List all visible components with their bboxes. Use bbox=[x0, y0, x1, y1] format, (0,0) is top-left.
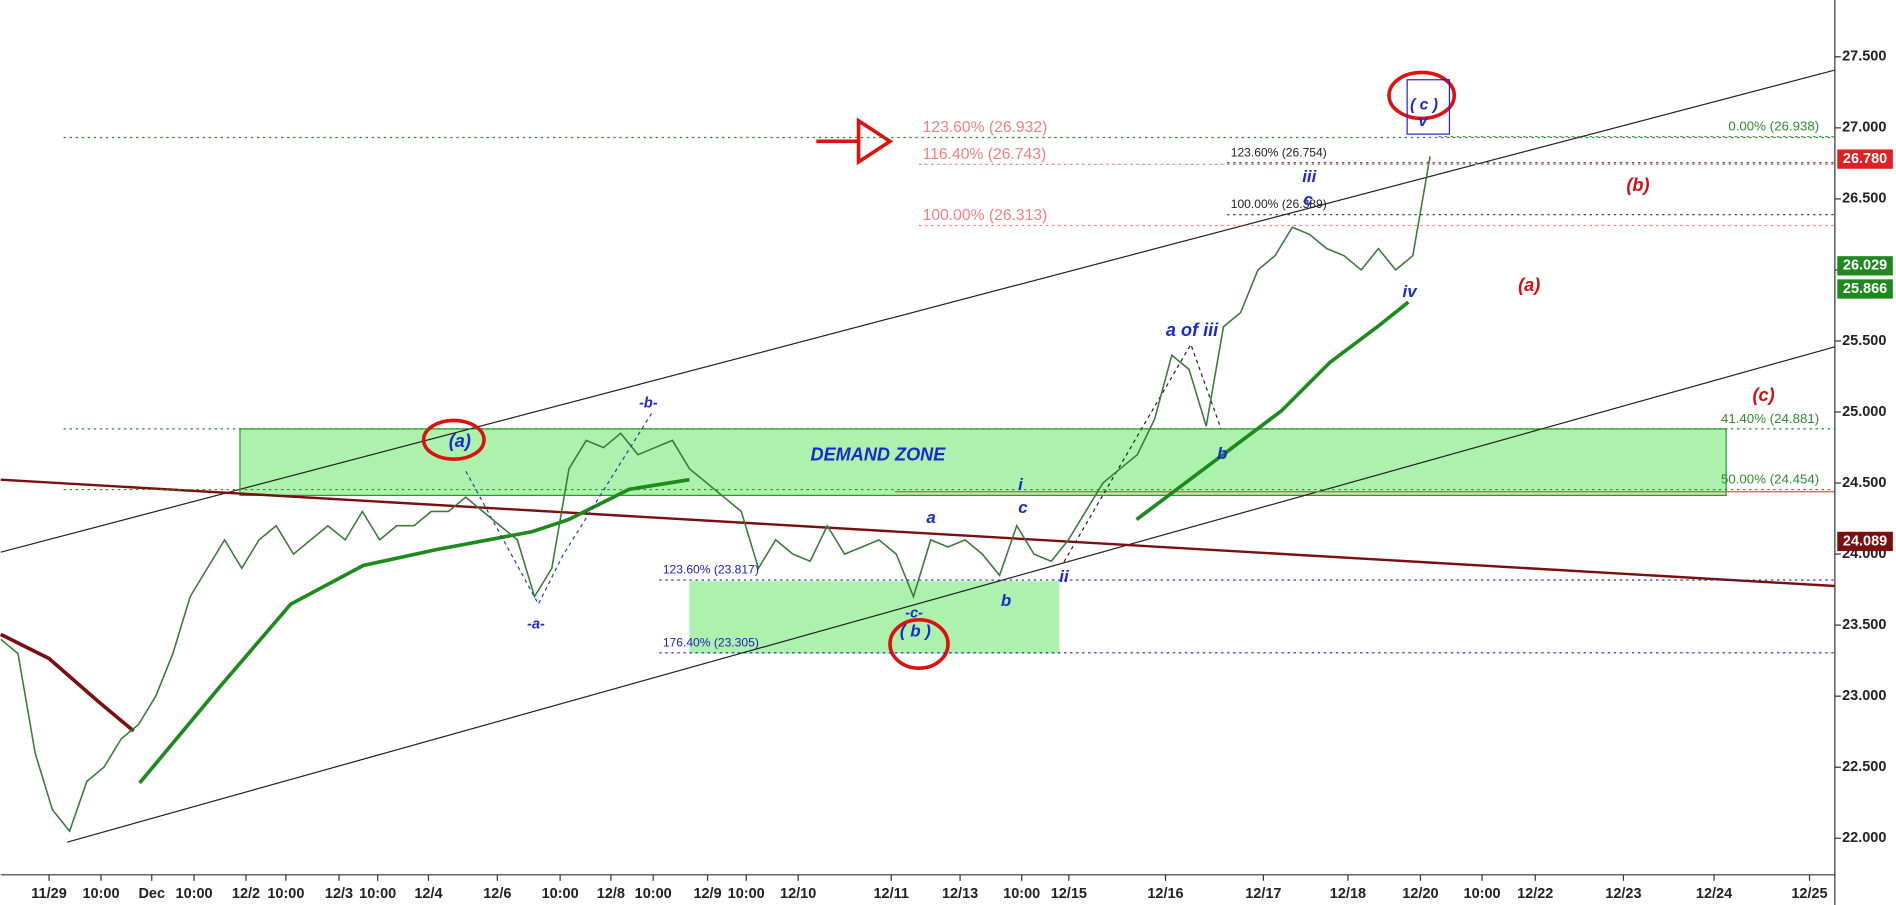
x-tick-label: 12/10 bbox=[780, 886, 816, 902]
x-tick-label: 11/29 bbox=[31, 886, 66, 902]
wave-label: c bbox=[1303, 190, 1313, 209]
fib-label: 41.40% (24.881) bbox=[1721, 411, 1819, 426]
x-tick-label: 12/13 bbox=[942, 886, 978, 902]
price-tag-label: 26.780 bbox=[1843, 151, 1887, 167]
x-tick-label: Dec bbox=[138, 886, 165, 902]
x-tick-label: 10:00 bbox=[1003, 886, 1040, 902]
x-tick-label: 10:00 bbox=[359, 886, 396, 902]
x-tick-label: 12/24 bbox=[1696, 886, 1732, 902]
wave-label: ( c ) bbox=[1410, 96, 1438, 113]
y-tick-label: 23.500 bbox=[1842, 617, 1886, 633]
wave-label: (c) bbox=[1753, 385, 1775, 405]
x-tick-label: 10:00 bbox=[728, 886, 765, 902]
y-tick-label: 26.500 bbox=[1842, 191, 1886, 207]
x-tick-label: 12/9 bbox=[693, 886, 721, 902]
target-zone bbox=[689, 581, 1060, 654]
trend-line bbox=[0, 478, 1835, 588]
price-line bbox=[0, 156, 1431, 833]
fib-label: 116.40% (26.743) bbox=[923, 146, 1047, 163]
wave-label: ii bbox=[1059, 567, 1069, 586]
x-tick-label: 12/3 bbox=[325, 886, 353, 902]
y-tick-label: 24.500 bbox=[1842, 475, 1886, 491]
wave-label: a bbox=[926, 508, 935, 527]
demand-zone bbox=[239, 428, 1727, 496]
wave-label: ( b ) bbox=[900, 621, 931, 640]
wave-label: iii bbox=[1302, 167, 1316, 186]
fib-label: 0.00% (26.938) bbox=[1728, 119, 1819, 134]
x-tick-label: 12/11 bbox=[873, 886, 908, 902]
y-tick-label: 25.500 bbox=[1842, 333, 1886, 349]
wave-label: (a) bbox=[1518, 275, 1540, 295]
fib-label: 50.00% (24.454) bbox=[1721, 471, 1819, 486]
wave-line bbox=[465, 410, 654, 606]
channel-upper bbox=[0, 69, 1836, 553]
x-tick-label: 12/18 bbox=[1330, 886, 1366, 902]
price-tag bbox=[1837, 149, 1893, 169]
wave-label: -a- bbox=[527, 617, 545, 633]
y-tick-label: 23.000 bbox=[1842, 688, 1886, 704]
fib-label: 123.60% (26.932) bbox=[923, 119, 1048, 136]
box bbox=[1406, 79, 1451, 135]
moving-average bbox=[0, 632, 135, 733]
wave-label: v bbox=[1418, 113, 1428, 130]
wave-label: b bbox=[1001, 591, 1011, 610]
y-tick-label: 22.500 bbox=[1842, 759, 1886, 775]
x-tick-label: 10:00 bbox=[1464, 886, 1501, 902]
y-tick-label: 25.000 bbox=[1842, 404, 1886, 420]
wave-label: iv bbox=[1403, 282, 1419, 301]
fib-label: 100.00% (26.389) bbox=[1231, 197, 1327, 211]
x-tick-label: 10:00 bbox=[82, 886, 119, 902]
x-tick-label: 10:00 bbox=[267, 886, 304, 902]
price-tag bbox=[1837, 256, 1893, 276]
x-tick-label: 12/4 bbox=[414, 886, 442, 902]
wave-label: i bbox=[1018, 475, 1023, 494]
x-tick-label: 12/20 bbox=[1402, 886, 1438, 902]
price-tag bbox=[1837, 279, 1893, 299]
circle bbox=[1387, 70, 1457, 121]
fib-label: 123.60% (23.817) bbox=[663, 563, 759, 577]
fib-label: 100.00% (26.313) bbox=[923, 207, 1048, 224]
wave-label: (a) bbox=[449, 431, 471, 451]
y-tick-label: 27.000 bbox=[1842, 120, 1886, 136]
wave-label: a of iii bbox=[1166, 320, 1219, 340]
wave-label: b bbox=[1217, 444, 1227, 463]
x-tick-label: 12/6 bbox=[483, 886, 511, 902]
x-tick-label: 12/23 bbox=[1605, 886, 1641, 902]
circle bbox=[421, 418, 486, 461]
arrow bbox=[816, 117, 894, 166]
zone-label: DEMAND ZONE bbox=[811, 444, 947, 464]
x-tick-label: 10:00 bbox=[635, 886, 672, 902]
price-tag-label: 26.029 bbox=[1843, 258, 1887, 274]
x-tick-label: 10:00 bbox=[176, 886, 213, 902]
price-tag-label: 25.866 bbox=[1843, 281, 1887, 297]
fib-label: 123.60% (26.754) bbox=[1231, 145, 1327, 159]
moving-average bbox=[1135, 300, 1410, 522]
wave-label: -c- bbox=[905, 606, 923, 622]
circle bbox=[888, 618, 950, 670]
moving-average bbox=[138, 477, 690, 785]
x-tick-label: 10:00 bbox=[542, 886, 579, 902]
x-tick-label: 12/15 bbox=[1051, 886, 1087, 902]
x-tick-label: 12/25 bbox=[1791, 886, 1827, 902]
wave-label: -b- bbox=[639, 395, 658, 411]
wave-label: (b) bbox=[1626, 175, 1649, 195]
x-tick-label: 12/22 bbox=[1517, 886, 1553, 902]
y-tick-label: 27.500 bbox=[1842, 49, 1886, 65]
x-tick-label: 12/8 bbox=[597, 886, 625, 902]
price-tag bbox=[1837, 531, 1893, 552]
fib-label: 176.40% (23.305) bbox=[663, 635, 759, 649]
y-tick-label: 22.000 bbox=[1842, 830, 1886, 846]
x-tick-label: 12/17 bbox=[1245, 886, 1281, 902]
price-tag-label: 24.089 bbox=[1843, 533, 1887, 549]
x-tick-label: 12/2 bbox=[232, 886, 260, 902]
channel-lower bbox=[67, 346, 1836, 843]
x-tick-label: 12/16 bbox=[1147, 886, 1183, 902]
wave-label: c bbox=[1018, 498, 1028, 517]
